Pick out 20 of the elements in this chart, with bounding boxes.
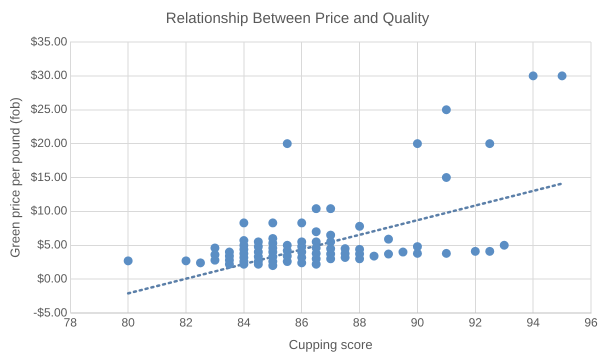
y-tick-label: $5.00: [37, 238, 68, 252]
x-tick-label: 94: [526, 316, 540, 330]
y-axis-title: Green price per pound (fob): [7, 97, 22, 258]
x-tick-label: 96: [584, 316, 598, 330]
y-tick-label: $0.00: [37, 271, 68, 286]
x-tick-label: 82: [179, 316, 194, 330]
y-tick-label: $25.00: [30, 102, 68, 116]
x-axis-title: Cupping score: [288, 336, 373, 352]
chart-title: Relationship Between Price and Quality: [166, 10, 430, 28]
x-tick-label: 80: [121, 316, 136, 330]
y-tick-label: $30.00: [30, 68, 68, 82]
y-tick-label: $35.00: [30, 34, 68, 48]
y-tick-label: $10.00: [30, 204, 68, 218]
x-tick-label: 86: [295, 316, 309, 330]
y-tick-label: $20.00: [30, 136, 68, 150]
x-tick-label: 92: [468, 316, 482, 330]
x-tick-label: 84: [237, 316, 251, 330]
y-tick-label: $15.00: [30, 170, 68, 184]
x-tick-label: 88: [352, 316, 367, 330]
x-tick-label: 90: [410, 316, 424, 330]
